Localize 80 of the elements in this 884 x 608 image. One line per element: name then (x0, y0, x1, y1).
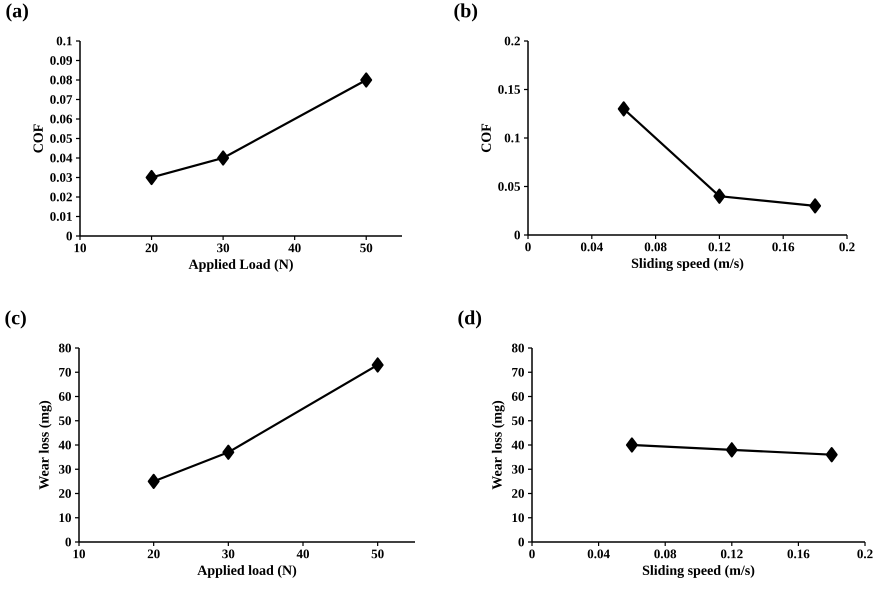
point (217, 150, 230, 166)
x-tick-label: 0.16 (772, 242, 794, 252)
x-tick-label: 10 (74, 550, 85, 558)
y-tick-label: 0.02 (50, 192, 72, 202)
y-tick-label: 30 (512, 464, 524, 474)
y-tick-label: 80 (512, 344, 524, 352)
point (222, 444, 234, 460)
point (826, 447, 838, 462)
y-tick-label: 0.03 (50, 173, 72, 182)
x-tick-label: 50 (360, 244, 372, 252)
y-tick-label: 60 (512, 392, 524, 401)
point (360, 72, 372, 88)
y-tick-label: 0.08 (50, 76, 72, 84)
y-tick-label: 0 (65, 538, 71, 546)
point (713, 188, 726, 204)
x-tick-label: 0.16 (788, 550, 810, 558)
y-tick-label: 0.09 (50, 56, 72, 65)
y-tick-label: 0.05 (498, 182, 520, 191)
chart-title: (d) (458, 310, 482, 329)
x-tick-label: 50 (372, 550, 384, 558)
x-tick-label: 30 (222, 550, 234, 558)
y-tick-label: 50 (58, 416, 71, 426)
x-tick-label: 0.04 (588, 550, 610, 558)
y-tick-label: 0 (518, 538, 524, 546)
y-axis-title: COF (481, 124, 491, 152)
y-tick-label: 20 (59, 489, 71, 498)
x-tick-label: 0 (525, 242, 531, 252)
x-tick-label: 0.2 (857, 550, 873, 558)
y-tick-label: 80 (58, 344, 71, 352)
y-tick-label: 0.07 (50, 95, 72, 104)
x-tick-label: 20 (146, 244, 158, 252)
x-tick-label: 20 (148, 550, 160, 558)
chart-title: (b) (454, 3, 478, 22)
chart-title: (a) (6, 3, 28, 22)
x-tick-label: 30 (217, 244, 230, 252)
y-axis-title: Wear loss (mg) (492, 400, 505, 490)
x-axis-title: Applied load (N) (197, 565, 296, 578)
x-tick-label: 10 (74, 244, 86, 252)
x-tick-label: 40 (288, 244, 301, 252)
x-tick-label: 0.08 (654, 550, 676, 558)
y-tick-label: 40 (512, 440, 524, 450)
x-axis-title: Applied Load (N) (188, 259, 293, 272)
x-tick-label: 0.08 (644, 242, 667, 252)
y-tick-label: 0.1 (56, 36, 72, 46)
point (148, 474, 160, 489)
x-tick-label: 0.12 (708, 242, 730, 252)
x-tick-label: 0.04 (580, 242, 603, 252)
y-tick-label: 0.06 (50, 114, 72, 124)
y-tick-label: 60 (58, 392, 71, 401)
x-axis-title: Sliding speed (m/s) (642, 565, 754, 578)
x-tick-label: 0.2 (839, 242, 855, 252)
y-tick-label: 0.2 (504, 36, 520, 46)
y-tick-label: 0.15 (498, 85, 520, 94)
y-tick-label: 30 (58, 464, 71, 474)
x-tick-label: 0 (529, 550, 535, 558)
y-tick-label: 0.05 (50, 134, 72, 143)
point (626, 437, 638, 453)
y-tick-label: 0 (514, 230, 520, 240)
point (726, 442, 738, 458)
y-tick-label: 0.01 (50, 212, 72, 221)
y-tick-label: 40 (58, 440, 71, 450)
point (618, 101, 630, 116)
x-tick-label: 0.12 (720, 550, 743, 558)
point (146, 170, 158, 186)
x-axis-title: Sliding speed (m/s) (632, 258, 744, 271)
y-tick-label: 10 (512, 513, 524, 522)
x-tick-label: 40 (296, 550, 310, 558)
y-tick-label: 70 (59, 368, 71, 377)
y-tick-label: 50 (512, 416, 524, 426)
y-tick-label: 10 (60, 513, 71, 522)
point (809, 198, 822, 214)
point (372, 357, 384, 373)
y-tick-label: 0.1 (504, 134, 520, 142)
y-tick-label: 20 (512, 489, 524, 498)
y-tick-label: 0.04 (50, 154, 72, 162)
y-tick-label: 70 (512, 368, 524, 377)
chart-title: (c) (5, 310, 26, 329)
y-axis-title: Wear loss (mg) (38, 400, 52, 490)
y-axis-title: COF (33, 124, 43, 153)
y-tick-label: 0 (66, 232, 72, 240)
